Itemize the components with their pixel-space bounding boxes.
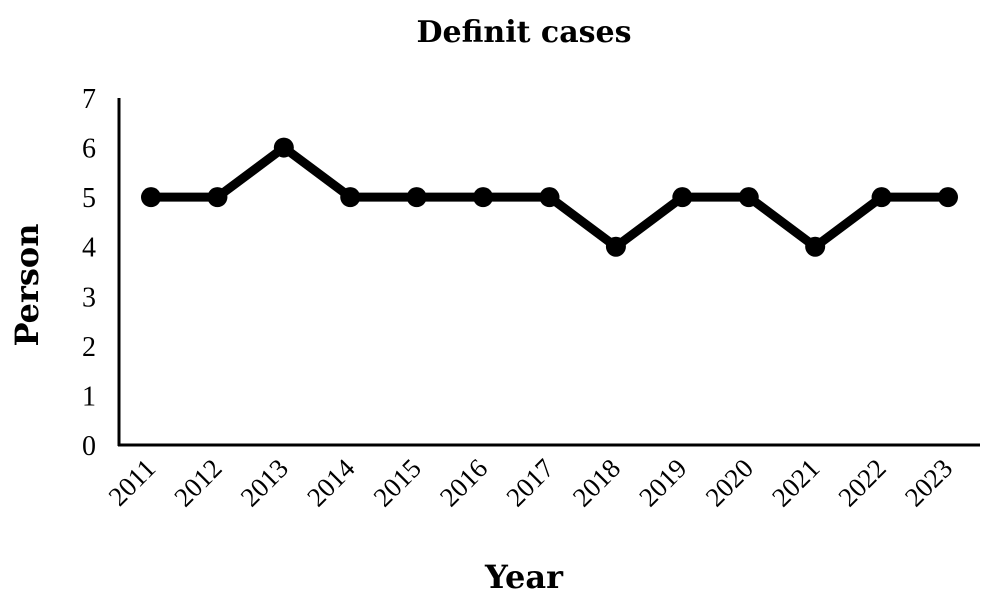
data-point <box>406 187 427 208</box>
x-tick-labels: 2011 2012 2013 2014 2015 2016 2017 2018 2019 2020… <box>103 453 959 513</box>
x-tick-label: 2012 <box>168 453 227 512</box>
y-tick-label: 7 <box>82 84 96 115</box>
data-point <box>672 187 693 208</box>
x-axis-title: Year <box>484 558 564 596</box>
data-point <box>938 187 958 208</box>
series-group <box>141 137 958 257</box>
x-tick-label: 2021 <box>766 453 825 512</box>
axes <box>117 98 980 447</box>
x-tick-label: 2015 <box>368 453 427 512</box>
x-tick-label: 2023 <box>899 453 958 512</box>
y-tick-label: 4 <box>82 233 96 264</box>
data-point <box>340 187 361 208</box>
data-point <box>738 187 759 208</box>
data-point <box>605 236 626 257</box>
y-tick-label: 2 <box>82 332 96 363</box>
data-point <box>207 187 228 208</box>
data-point <box>871 187 892 208</box>
x-tick-label: 2020 <box>700 453 759 512</box>
x-tick-label: 2017 <box>500 453 559 512</box>
data-point <box>539 187 560 208</box>
x-tick-label: 2011 <box>103 453 162 512</box>
data-point <box>141 187 161 208</box>
y-tick-label: 1 <box>82 381 96 412</box>
x-tick-label: 2022 <box>832 453 891 512</box>
data-point <box>273 137 294 158</box>
x-tick-label: 2014 <box>301 453 361 513</box>
chart-title: Definit cases <box>417 15 632 50</box>
y-tick-labels: 0 1 2 3 4 5 6 7 <box>82 84 96 462</box>
x-tick-label: 2013 <box>235 453 294 512</box>
y-axis-title: Person <box>8 223 46 346</box>
x-tick-label: 2018 <box>567 453 626 512</box>
y-tick-label: 5 <box>82 183 96 214</box>
y-tick-label: 6 <box>82 134 96 165</box>
y-tick-label: 3 <box>82 282 96 313</box>
data-point <box>473 187 494 208</box>
y-tick-label: 0 <box>82 431 96 462</box>
x-tick-label: 2019 <box>633 453 692 512</box>
x-tick-label: 2016 <box>434 453 493 512</box>
data-point <box>805 236 826 257</box>
